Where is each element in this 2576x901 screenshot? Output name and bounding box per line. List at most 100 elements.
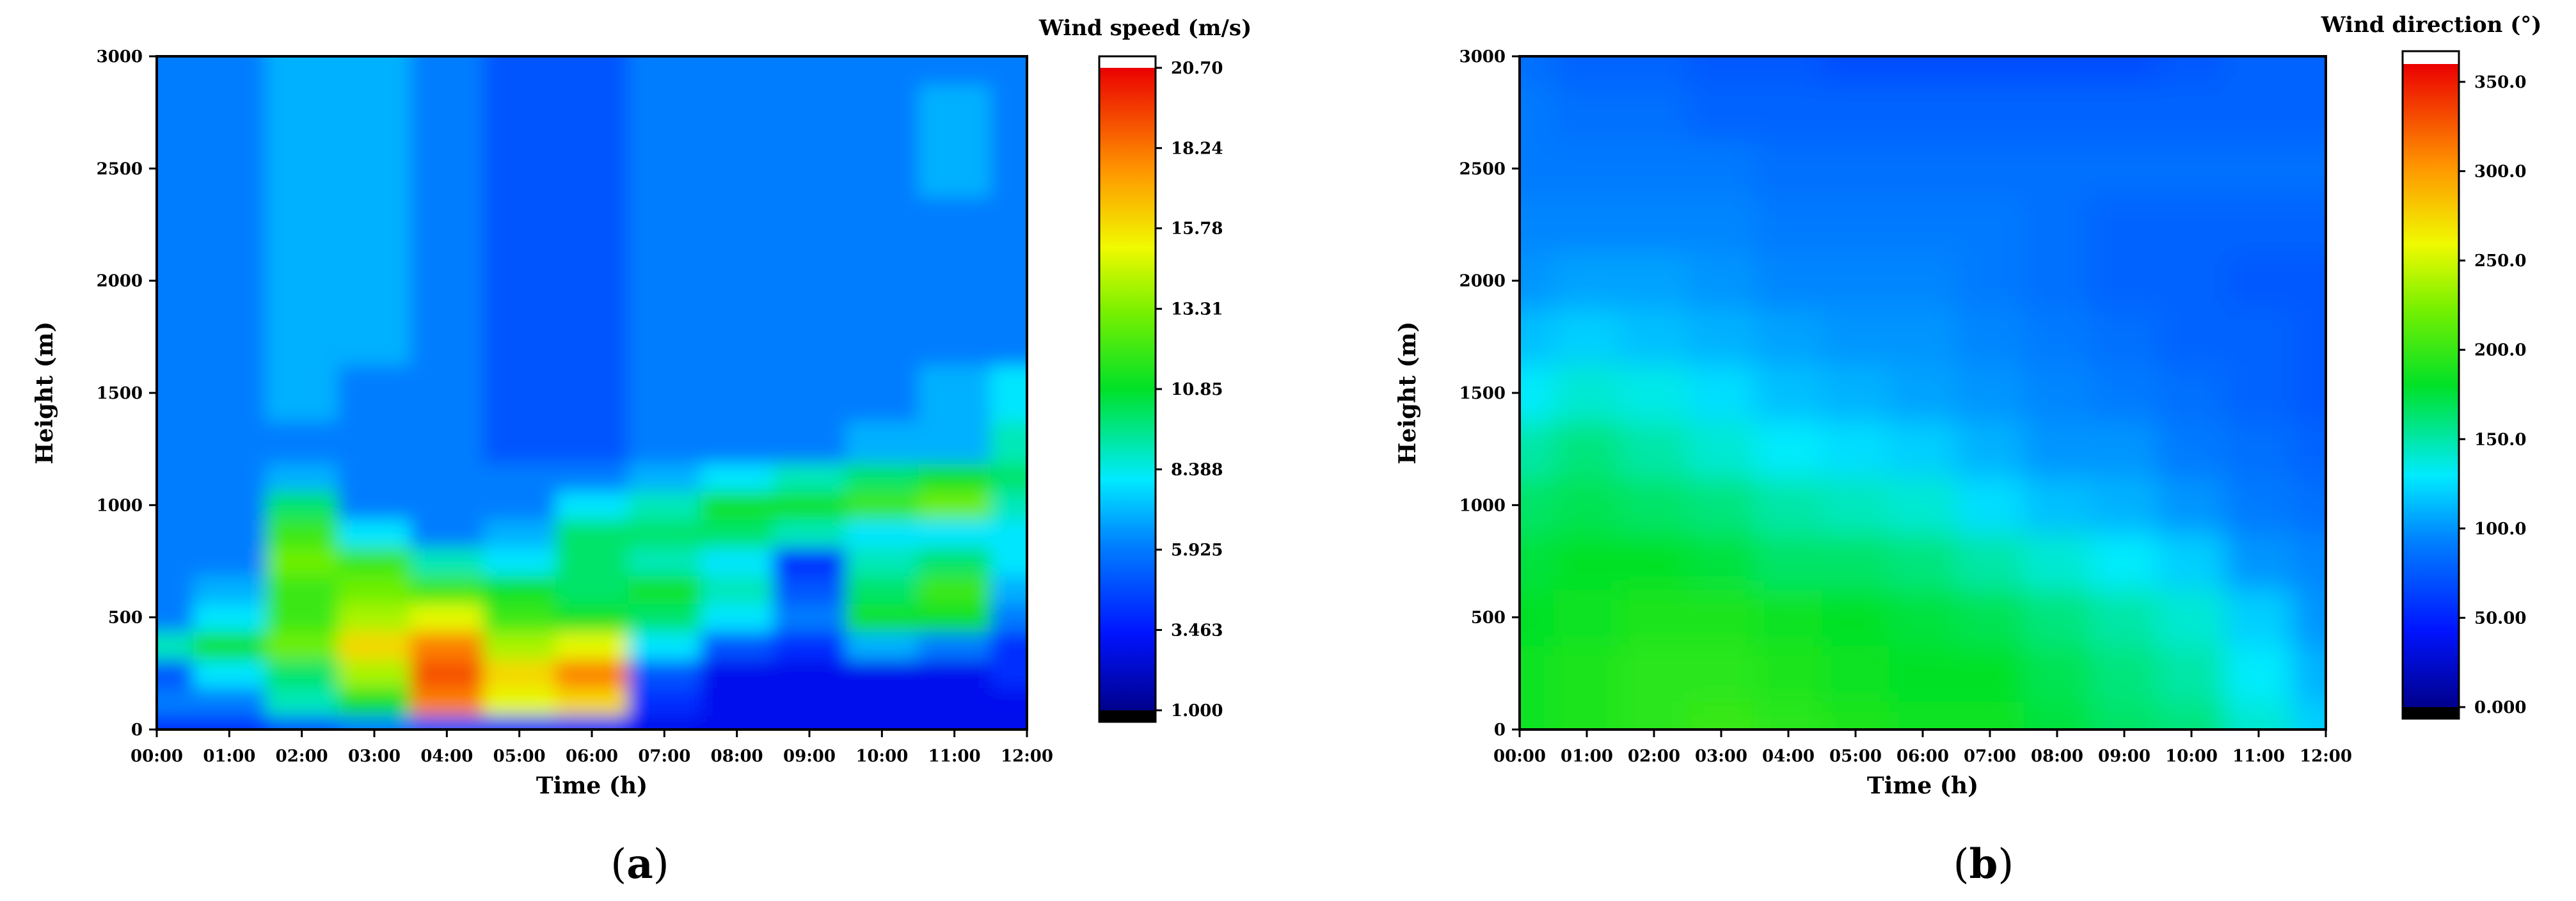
- heatmap-cell: [555, 463, 629, 492]
- heatmap-cell: [1553, 645, 1621, 703]
- heatmap-cell: [1822, 140, 1890, 198]
- heatmap-cell: [2225, 420, 2293, 478]
- colorbar-over-swatch: [2403, 51, 2459, 64]
- heatmap-cell: [845, 715, 919, 730]
- heatmap-cell: [2023, 365, 2092, 422]
- heatmap-cell: [1520, 533, 1554, 590]
- heatmap-cell: [918, 631, 992, 660]
- heatmap-cell: [628, 491, 701, 520]
- heatmap-cell: [338, 308, 411, 366]
- heatmap-cell: [483, 196, 557, 253]
- heatmap-cell: [193, 547, 266, 576]
- heatmap-cell: [1553, 196, 1621, 253]
- heatmap-cell: [1754, 140, 1823, 198]
- heatmap-cell: [1520, 701, 1554, 730]
- heatmap-cell: [2292, 701, 2326, 730]
- panel-label-open-paren: (: [610, 841, 626, 888]
- heatmap-cell: [193, 365, 266, 422]
- heatmap-cell: [2090, 308, 2159, 366]
- heatmap-cell: [2225, 645, 2293, 703]
- heatmap-cell: [628, 575, 701, 604]
- x-tick-label: 08:00: [711, 747, 763, 766]
- heatmap-cell: [1889, 140, 1957, 198]
- heatmap-cell: [555, 140, 629, 198]
- heatmap-cell: [1520, 589, 1554, 646]
- heatmap-cell: [410, 603, 484, 632]
- heatmap-cell: [2158, 56, 2226, 85]
- heatmap-cell: [157, 196, 194, 253]
- heatmap-cell: [483, 308, 557, 366]
- heatmap-cell: [2023, 140, 2092, 198]
- heatmap-cell: [1520, 84, 1554, 141]
- heatmap-cell: [193, 252, 266, 310]
- heatmap-cell: [410, 519, 484, 548]
- heatmap-cell: [845, 659, 919, 689]
- heatmap-cell: [918, 84, 992, 141]
- heatmap-cell: [2023, 589, 2092, 646]
- heatmap-cell: [845, 687, 919, 717]
- heatmap-cell: [773, 575, 847, 604]
- heatmap-cell: [990, 463, 1027, 492]
- heatmap-cell: [773, 491, 847, 520]
- heatmap-cell: [2158, 308, 2226, 366]
- heatmap-cell: [1520, 252, 1554, 310]
- colorbar-tick-label: 250.0: [2474, 251, 2526, 271]
- wind-speed-heatmap: [157, 56, 1027, 730]
- heatmap-cell: [157, 715, 194, 730]
- heatmap-cell: [338, 631, 411, 660]
- heatmap-cell: [555, 196, 629, 253]
- heatmap-cell: [1520, 477, 1554, 534]
- heatmap-cell: [1687, 701, 1756, 730]
- heatmap-cell: [701, 715, 774, 730]
- heatmap-cell: [157, 84, 194, 141]
- heatmap-cell: [990, 491, 1027, 520]
- heatmap-cell: [773, 252, 847, 310]
- heatmap-cell: [1889, 84, 1957, 141]
- heatmap-cell: [628, 547, 701, 576]
- heatmap-cell: [1520, 645, 1554, 703]
- y-tick-label: 1000: [1459, 496, 1506, 515]
- heatmap-cell: [555, 715, 629, 730]
- heatmap-cell: [628, 252, 701, 310]
- heatmap-cell: [555, 84, 629, 141]
- heatmap-cell: [701, 659, 774, 689]
- heatmap-cell: [410, 659, 484, 689]
- heatmap-cell: [2158, 701, 2226, 730]
- heatmap-cell: [918, 491, 992, 520]
- y-axis-ticks: 0 500 1000 1500 2000 2500 3000: [97, 47, 157, 740]
- heatmap-cell: [193, 603, 266, 632]
- heatmap-cell: [628, 196, 701, 253]
- heatmap-cell: [773, 196, 847, 253]
- colorbar-over-swatch: [1099, 56, 1156, 68]
- heatmap-cell: [1956, 420, 2024, 478]
- heatmap-cell: [483, 84, 557, 141]
- x-tick-label: 00:00: [1493, 747, 1546, 766]
- heatmap-cell: [845, 603, 919, 632]
- heatmap-cell: [773, 420, 847, 464]
- heatmap-cell: [701, 196, 774, 253]
- heatmap-cell: [701, 365, 774, 422]
- heatmap-cell: [555, 56, 629, 85]
- heatmap-cell: [2225, 365, 2293, 422]
- heatmap-cell: [410, 631, 484, 660]
- heatmap-cell: [1553, 252, 1621, 310]
- heatmap-cell: [157, 463, 194, 492]
- colorbar-tick-label: 18.24: [1171, 139, 1223, 158]
- heatmap-cell: [266, 659, 339, 689]
- heatmap-cell: [2225, 140, 2293, 198]
- colorbar-tick-label: 15.78: [1171, 219, 1223, 239]
- heatmap-cell: [1687, 308, 1756, 366]
- heatmap-cell: [1553, 589, 1621, 646]
- heatmap-cell: [1553, 365, 1621, 422]
- heatmap-cell: [1553, 84, 1621, 141]
- heatmap-cell: [157, 140, 194, 198]
- heatmap-cell: [1889, 308, 1957, 366]
- heatmap-clip: [1520, 56, 2326, 730]
- heatmap-cell: [1520, 56, 1554, 85]
- heatmap-cell: [701, 252, 774, 310]
- heatmap-cell: [266, 491, 339, 520]
- heatmap-cell: [1520, 420, 1554, 478]
- heatmap-cell: [555, 420, 629, 464]
- heatmap-cell: [1754, 196, 1823, 253]
